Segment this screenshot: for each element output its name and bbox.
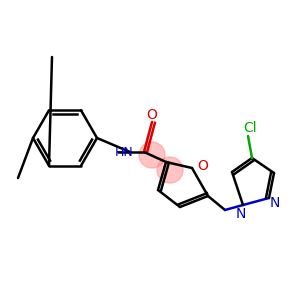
Circle shape xyxy=(157,157,183,183)
Text: O: O xyxy=(197,159,208,173)
Text: HN: HN xyxy=(115,146,134,158)
Text: O: O xyxy=(147,108,158,122)
Circle shape xyxy=(139,142,165,168)
Text: N: N xyxy=(270,196,280,210)
Text: N: N xyxy=(236,207,246,221)
Text: Cl: Cl xyxy=(243,121,257,135)
